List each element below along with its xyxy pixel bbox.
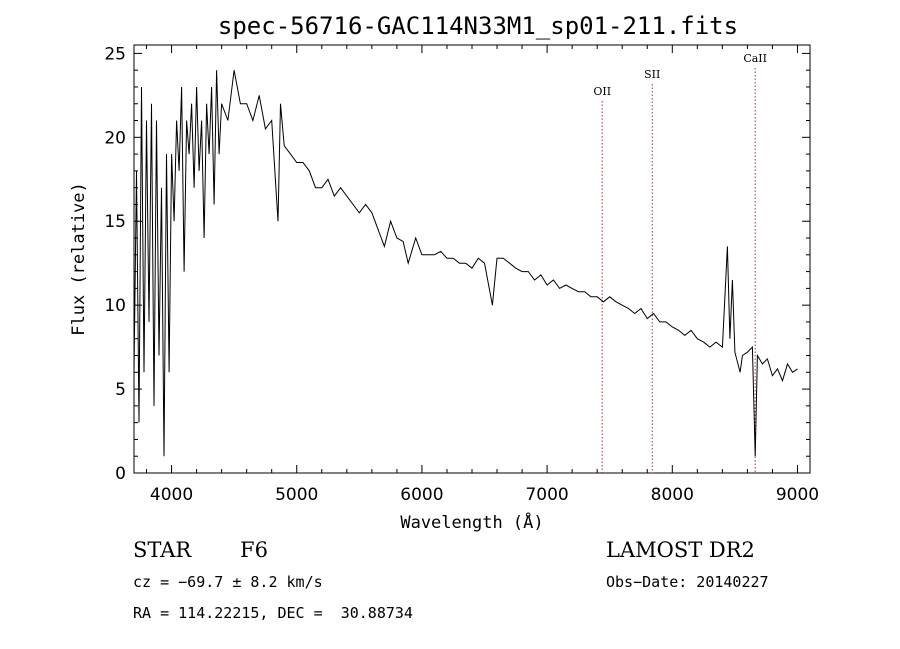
object-subclass: F6 xyxy=(240,538,268,562)
plot-area: OII SII CaII xyxy=(133,44,811,474)
y-tick-label: 10 xyxy=(104,296,126,316)
x-tick-label: 6000 xyxy=(400,485,443,505)
y-tick-label: 15 xyxy=(104,212,126,232)
x-axis-label: Wavelength (Å) xyxy=(400,511,543,533)
emission-lines: OII SII CaII xyxy=(593,52,767,473)
y-axis-label: Flux (relative) xyxy=(69,182,89,336)
survey-label: LAMOST DR2 xyxy=(606,538,755,562)
chart-title: spec-56716-GAC114N33M1_sp01-211.fits xyxy=(218,12,738,40)
plot-frame xyxy=(133,44,811,474)
emission-line-label: OII xyxy=(593,85,611,98)
y-tick-label: 5 xyxy=(115,380,126,400)
y-tick-label: 20 xyxy=(104,128,126,148)
spectrum-line xyxy=(133,70,798,457)
x-tick-label: 8000 xyxy=(651,485,694,505)
redshift-cz: cz = −69.7 ± 8.2 km/s xyxy=(133,573,323,591)
emission-line-label: SII xyxy=(644,68,660,81)
ra-dec: RA = 114.22215, DEC = 30.88734 xyxy=(133,604,413,622)
y-axis-ticks: 0 5 10 15 20 25 xyxy=(104,44,810,484)
x-tick-label: 4000 xyxy=(150,485,193,505)
y-tick-label: 25 xyxy=(104,44,126,64)
object-class: STAR xyxy=(133,538,192,562)
x-axis-ticks: 4000 5000 6000 7000 8000 9000 xyxy=(146,45,819,505)
x-tick-label: 5000 xyxy=(275,485,318,505)
emission-line-label: CaII xyxy=(743,52,767,65)
x-tick-label: 9000 xyxy=(776,485,819,505)
y-tick-label: 0 xyxy=(115,464,126,484)
x-tick-label: 7000 xyxy=(525,485,568,505)
observation-date: Obs−Date: 20140227 xyxy=(606,573,769,591)
